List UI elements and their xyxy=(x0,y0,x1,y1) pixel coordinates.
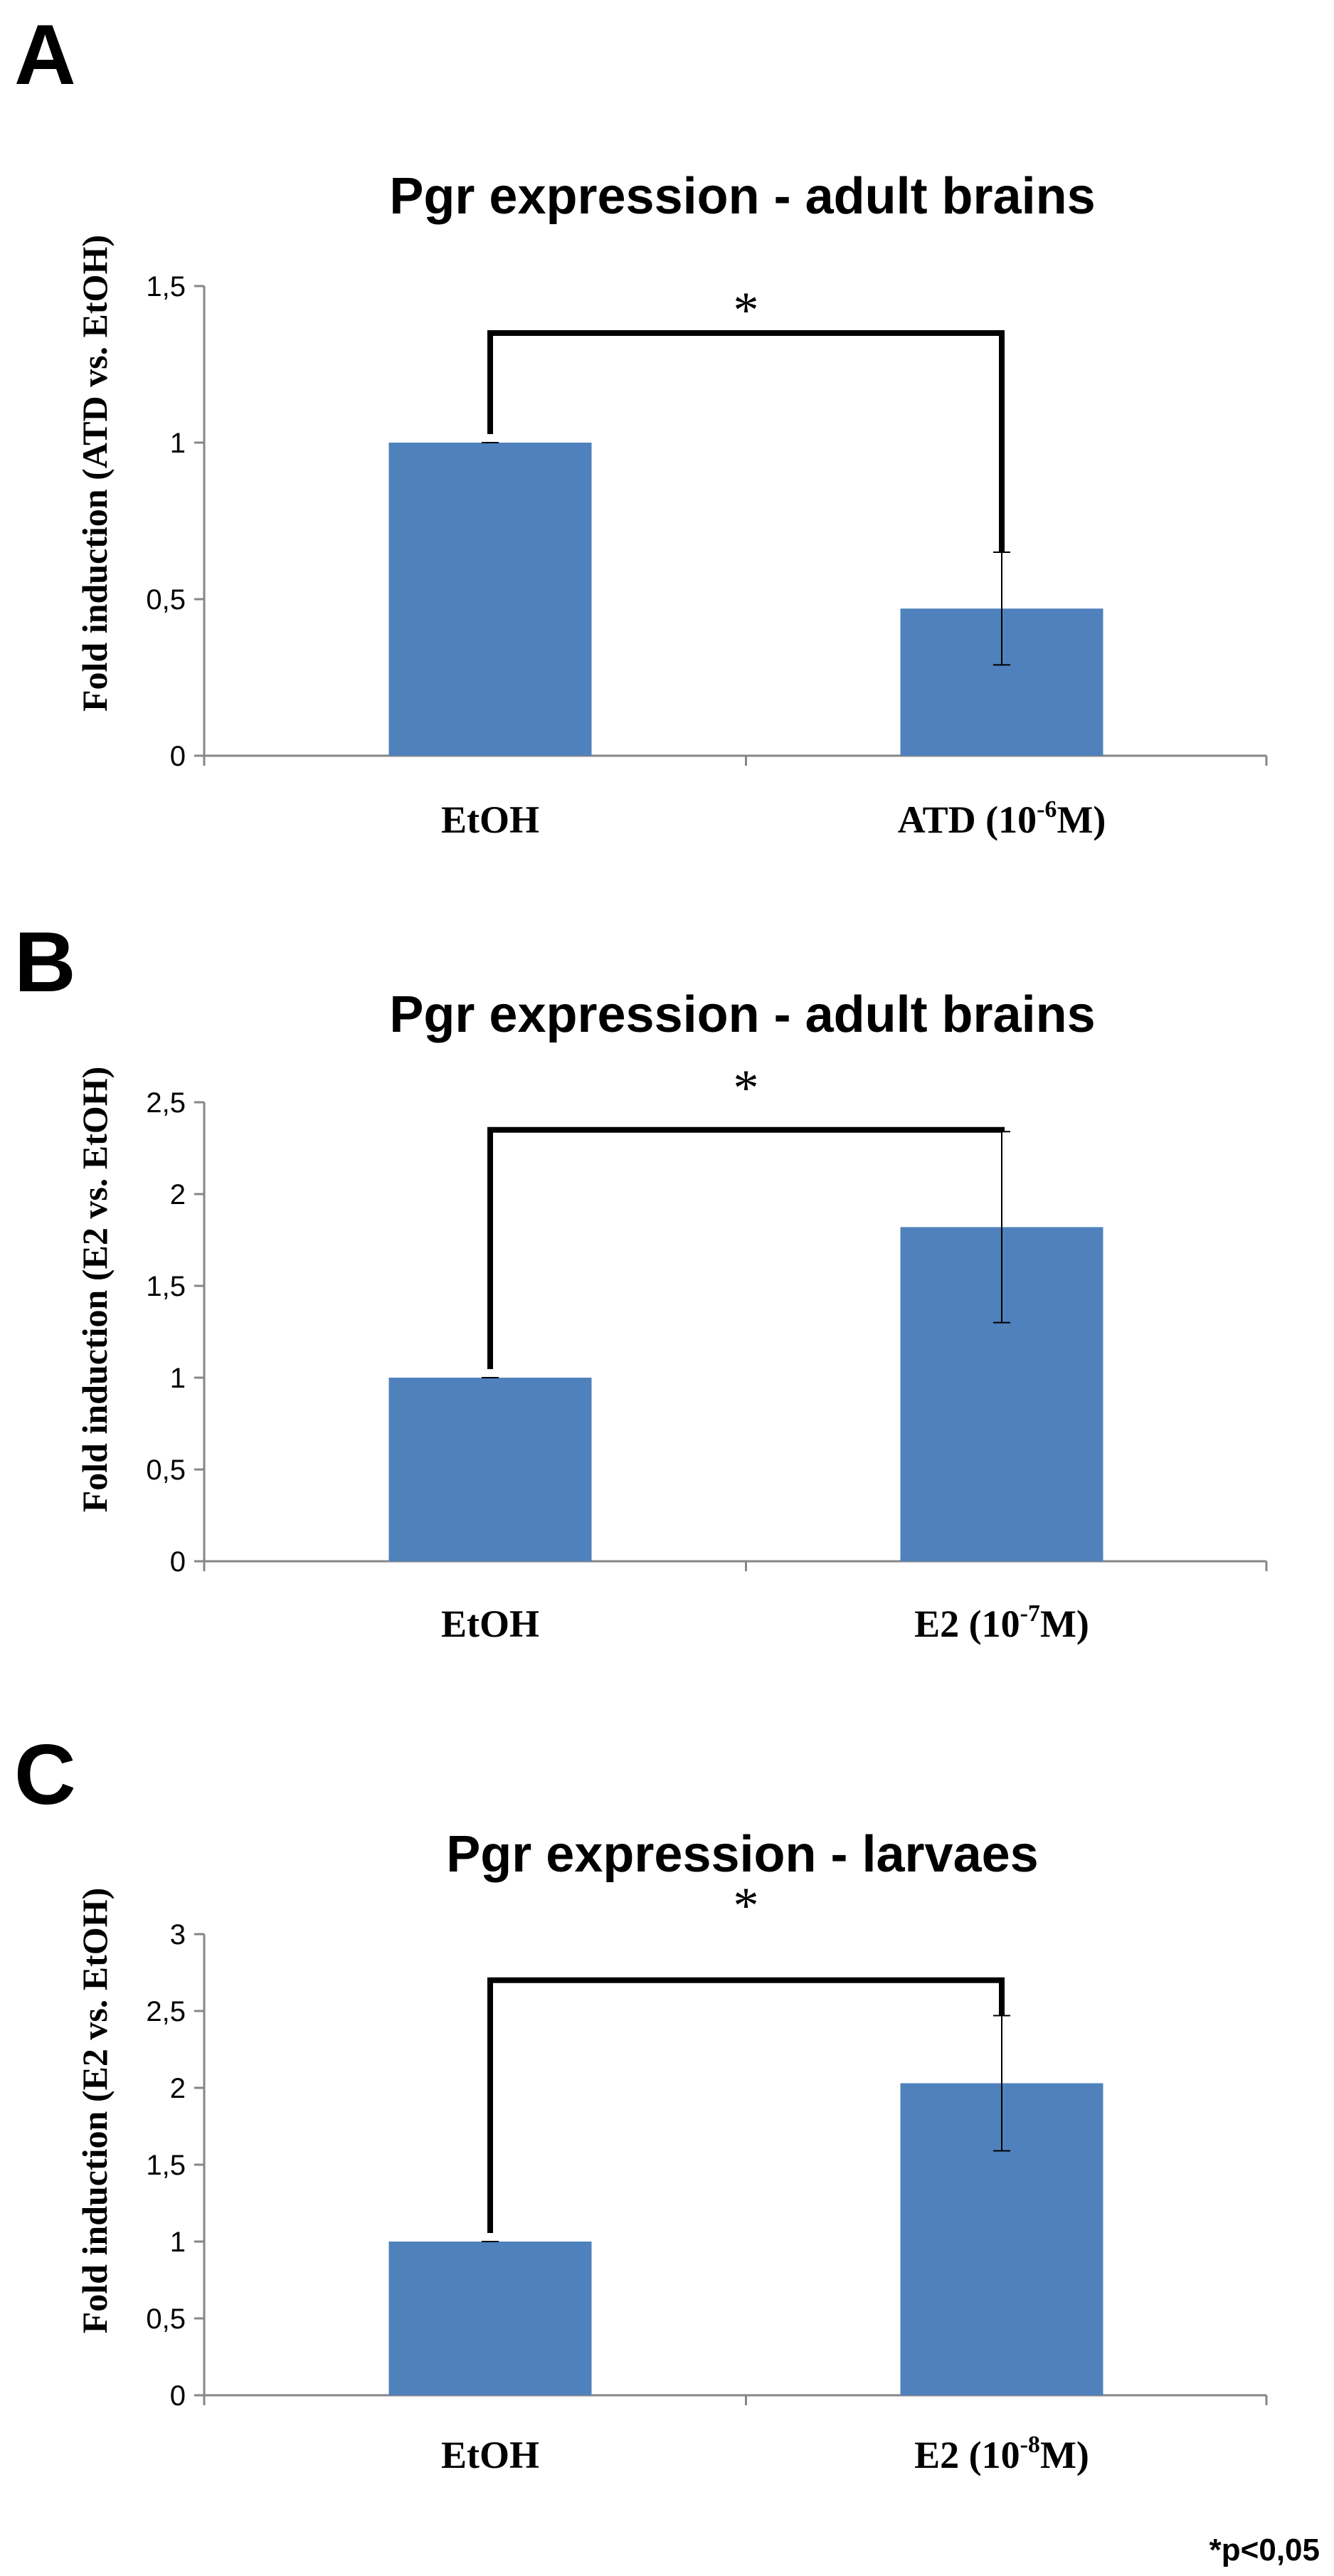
y-tick-label: 0 xyxy=(170,2380,186,2412)
y-tick-label: 2 xyxy=(170,2073,186,2104)
y-tick-label: 0,5 xyxy=(146,2303,186,2335)
significance-star: * xyxy=(734,282,759,339)
significance-bracket xyxy=(487,1977,1005,2233)
x-category-label: EtOH xyxy=(441,1603,539,1645)
y-tick-label: 0 xyxy=(170,741,186,772)
y-tick-label: 1,5 xyxy=(146,271,186,302)
panel-letter: B xyxy=(14,914,76,1010)
significance-star: * xyxy=(734,1877,759,1934)
y-tick-label: 2,5 xyxy=(146,1087,186,1119)
y-tick-label: 3 xyxy=(170,1919,186,1951)
bar xyxy=(388,1378,592,1561)
y-tick-label: 2 xyxy=(170,1179,186,1210)
y-tick-label: 1,5 xyxy=(146,1271,186,1302)
y-axis-label: Fold induction (E2 vs. EtOH) xyxy=(75,1888,115,2334)
y-axis-label: Fold induction (E2 vs. EtOH) xyxy=(75,1067,115,1513)
footnote: *p<0,05 xyxy=(1209,2533,1320,2567)
chart-panel-a: A Pgr expression - adult brains Fold induc… xyxy=(14,7,1268,841)
panel-letter: C xyxy=(14,1727,76,1822)
bar xyxy=(388,2242,592,2395)
x-category-label: EtOH xyxy=(441,798,539,841)
y-tick-label: 1 xyxy=(170,2227,186,2258)
chart-title: Pgr expression - larvaes xyxy=(446,1826,1038,1883)
y-tick-label: 1,5 xyxy=(146,2150,186,2181)
y-tick-label: 0,5 xyxy=(146,1455,186,1486)
y-tick-label: 1 xyxy=(170,428,186,459)
chart-panel-b: B Pgr expression - adult brains Fold induc… xyxy=(14,914,1268,1645)
significance-star: * xyxy=(734,1060,759,1117)
significance-bracket xyxy=(487,1126,1005,1369)
chart-title: Pgr expression - adult brains xyxy=(389,986,1095,1043)
x-category-label: E2 (10-7M) xyxy=(914,1600,1089,1645)
y-tick-label: 2,5 xyxy=(146,1996,186,2027)
chart-title: Pgr expression - adult brains xyxy=(389,168,1095,225)
panel-letter: A xyxy=(14,7,76,102)
x-category-label: EtOH xyxy=(441,2434,539,2476)
panels: A Pgr expression - adult brains Fold induc… xyxy=(14,7,1268,2476)
bar xyxy=(388,443,592,756)
y-axis-label: Fold induction (ATD vs. EtOH) xyxy=(75,235,115,712)
y-tick-label: 1 xyxy=(170,1363,186,1394)
y-tick-label: 0 xyxy=(170,1546,186,1578)
x-category-label: E2 (10-8M) xyxy=(914,2432,1089,2476)
y-tick-label: 0,5 xyxy=(146,584,186,616)
chart-panel-c: C Pgr expression - larvaes Fold induction … xyxy=(14,1727,1268,2476)
significance-bracket xyxy=(487,330,1005,552)
x-category-label: ATD (10-6M) xyxy=(898,796,1106,841)
